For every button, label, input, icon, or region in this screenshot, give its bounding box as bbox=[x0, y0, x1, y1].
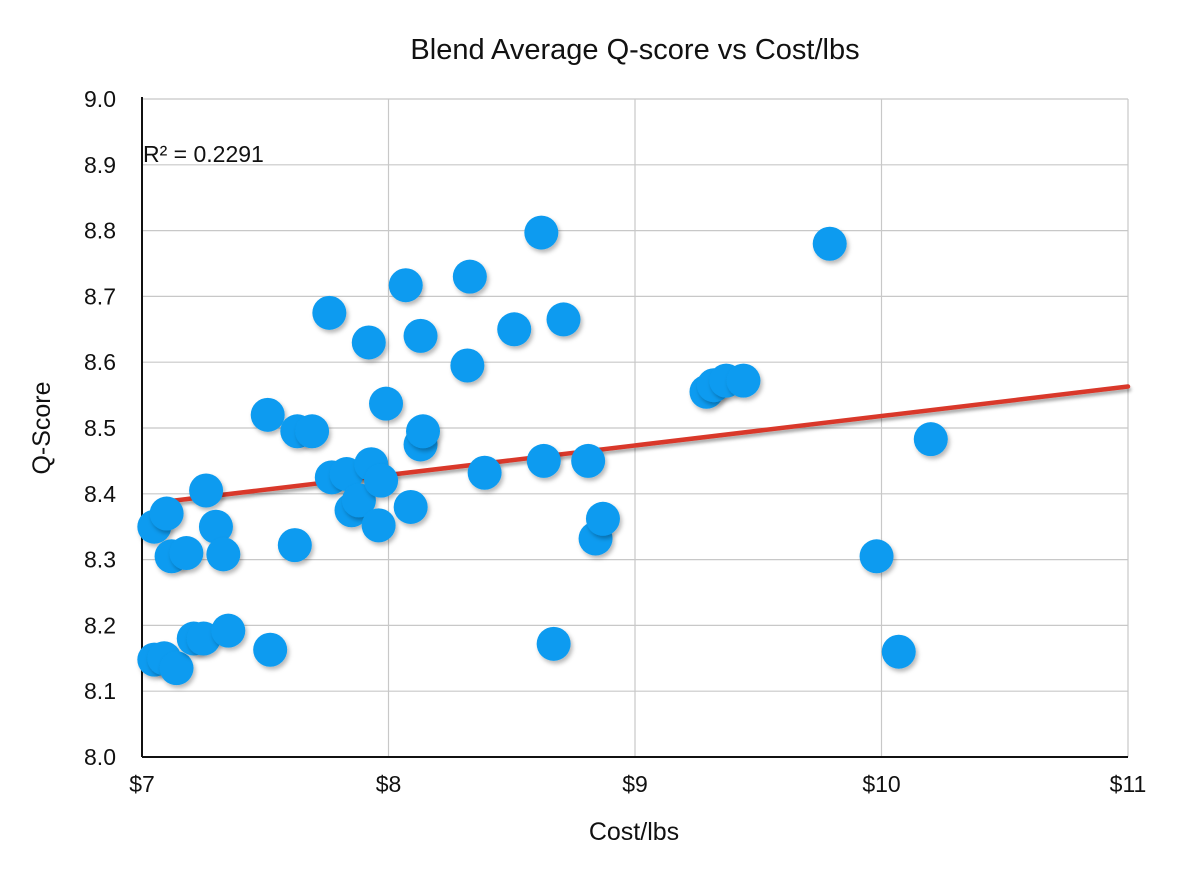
data-point bbox=[295, 414, 330, 449]
y-tick-label: 8.1 bbox=[84, 678, 116, 704]
x-tick-label: $9 bbox=[622, 771, 648, 797]
data-point bbox=[169, 536, 204, 571]
data-point bbox=[726, 363, 761, 398]
data-point bbox=[149, 496, 184, 531]
axes bbox=[141, 97, 1128, 758]
data-point bbox=[341, 483, 376, 518]
data-point bbox=[159, 651, 194, 686]
x-axis-title: Cost/lbs bbox=[589, 818, 679, 846]
x-tick-label: $7 bbox=[129, 771, 155, 797]
data-point bbox=[497, 312, 532, 347]
data-point bbox=[364, 463, 399, 498]
data-point bbox=[452, 259, 487, 294]
y-tick-label: 8.7 bbox=[84, 283, 116, 309]
data-point bbox=[253, 632, 288, 667]
data-point bbox=[881, 634, 916, 669]
chart-title: Blend Average Q-score vs Cost/lbs bbox=[410, 34, 859, 66]
data-point bbox=[585, 501, 620, 536]
data-point bbox=[571, 443, 606, 478]
y-tick-label: 8.0 bbox=[84, 744, 116, 770]
data-point bbox=[526, 443, 561, 478]
y-tick-label: 8.4 bbox=[84, 481, 116, 507]
data-point bbox=[211, 613, 246, 648]
x-tick-label: $11 bbox=[1110, 771, 1147, 797]
y-tick-label: 8.2 bbox=[84, 612, 116, 638]
y-tick-label: 8.3 bbox=[84, 547, 116, 573]
y-tick-label: 8.5 bbox=[84, 415, 116, 441]
data-point bbox=[393, 489, 428, 524]
data-point bbox=[403, 318, 438, 353]
x-tick-label: $8 bbox=[376, 771, 402, 797]
data-point bbox=[546, 302, 581, 337]
tick-labels: 8.0 8.1 8.2 8.3 8.4 8.5 8.6 8.7 8.8 8.9 9.0 $7 $8 $9 $… bbox=[84, 86, 1146, 797]
y-tick-label: 8.8 bbox=[84, 218, 116, 244]
data-point bbox=[351, 325, 386, 360]
data-point bbox=[189, 473, 224, 508]
data-point bbox=[859, 539, 894, 574]
data-point bbox=[369, 386, 404, 421]
data-point bbox=[450, 348, 485, 383]
y-axis-title: Q-Score bbox=[28, 381, 56, 474]
data-point bbox=[812, 226, 847, 261]
data-point bbox=[388, 268, 423, 303]
data-point bbox=[536, 626, 571, 661]
grid-lines bbox=[142, 98, 1129, 757]
data-point bbox=[277, 528, 312, 563]
data-point bbox=[406, 414, 441, 449]
y-tick-label: 9.0 bbox=[84, 86, 116, 112]
data-point bbox=[312, 295, 347, 330]
data-point bbox=[913, 422, 948, 457]
data-point bbox=[250, 397, 285, 432]
data-point bbox=[206, 537, 241, 572]
y-tick-label: 8.9 bbox=[84, 152, 116, 178]
data-points bbox=[137, 215, 948, 686]
y-tick-label: 8.6 bbox=[84, 349, 116, 375]
data-point bbox=[361, 508, 396, 543]
data-point bbox=[198, 509, 233, 544]
data-point bbox=[524, 215, 559, 250]
r-squared-annotation: R² = 0.2291 bbox=[143, 141, 264, 167]
x-tick-label: $10 bbox=[862, 771, 900, 797]
data-point bbox=[467, 455, 502, 490]
